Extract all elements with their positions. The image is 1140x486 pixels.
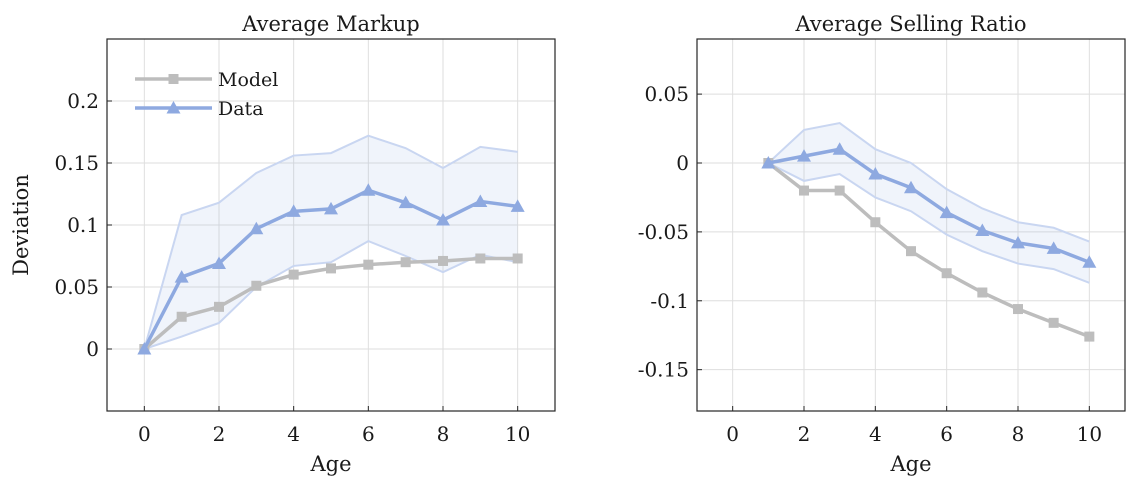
y-tick-label: 0.1 [67,213,99,237]
data-point-data [510,199,525,212]
data-point-data [324,201,338,215]
series-line-model [767,161,1090,339]
x-axis-label: Age [309,452,351,476]
legend-label-model: Model [218,69,278,91]
data-point-model [906,246,916,257]
x-tick-label: 6 [362,422,375,446]
x-tick-label: 2 [798,422,811,446]
data-point-model [977,287,988,298]
y-tick-label: -0.1 [650,289,689,313]
data-point-data [868,167,883,180]
data-point-data [1046,241,1061,254]
data-point-model [1048,317,1059,328]
series-line-data [768,147,1090,264]
data-point-data [137,342,152,355]
y-tick-label: 0.05 [644,82,689,106]
data-point-model [1084,331,1095,342]
data-point-model [834,185,845,196]
y-tick-label: -0.05 [638,220,689,244]
x-tick-label: 10 [505,422,530,446]
x-tick-label: 4 [287,422,300,446]
data-point-data [1011,235,1025,249]
y-tick-label: 0 [676,151,689,175]
chart-panel-2: 0 2 4 6 8 10 0.05 0 -0.05 -0.1 -0.15 Average Sellin… [638,12,1126,476]
y-tick-label: 0.05 [54,275,99,299]
data-point-model [363,259,374,270]
x-tick-label: 8 [1012,422,1025,446]
chart-panel-1: 0 2 4 6 8 10 0 0.05 0.1 0.15 0.2 Average Markup Age D… [9,12,556,476]
chart-title: Average Selling Ratio [795,12,1027,36]
x-tick-label: 4 [869,422,882,446]
y-tick-label: 0.2 [67,89,99,113]
x-tick-label: 2 [213,422,226,446]
data-point-model [1013,304,1023,315]
y-tick-label: 0.15 [54,151,99,175]
legend-label-data: Data [218,98,264,120]
y-tick-label: 0 [86,337,99,361]
data-point-model [475,253,486,264]
data-point-data [975,223,990,237]
data-point-data [436,213,450,226]
axes-frame [696,38,1126,412]
legend: Model Data [135,69,278,120]
data-point-model [326,263,336,274]
x-tick-label: 0 [138,422,151,446]
data-point-model [176,311,187,322]
band-upper-line [767,121,1090,243]
plot-area [697,39,1125,411]
data-point-model [512,253,523,264]
data-point-data [398,195,413,209]
y-axis-label: Deviation [9,174,33,276]
data-point-data [761,156,776,169]
x-axis-label: Age [889,452,931,476]
data-point-data [939,205,954,219]
data-point-data [832,142,847,155]
data-point-data [473,194,488,207]
legend-marker-data [166,101,181,114]
data-point-data [212,256,226,269]
data-point-model [870,217,881,228]
x-tick-label: 8 [437,422,450,446]
data-point-data [797,149,811,162]
data-point-data [286,204,301,217]
data-point-data [361,183,376,196]
chart-title: Average Markup [241,12,419,36]
data-point-model [799,185,809,196]
x-tick-label: 6 [940,422,953,446]
data-point-data [249,221,264,235]
x-tick-label: 0 [726,422,739,446]
data-point-model [941,268,952,279]
data-point-data [1082,255,1097,268]
legend-marker-model [168,74,179,84]
band-lower-line [767,162,1090,284]
data-point-data [174,270,189,283]
data-point-model [400,257,411,268]
x-tick-label: 10 [1077,422,1102,446]
band-upper-line [143,134,518,350]
band-lower-line [144,240,518,350]
data-point-model [438,255,448,266]
data-point-model [251,280,262,291]
data-point-model [214,301,224,312]
data-point-data [904,180,918,194]
confidence-band [768,123,1090,283]
data-point-model [288,269,299,280]
y-tick-label: -0.15 [638,358,689,382]
